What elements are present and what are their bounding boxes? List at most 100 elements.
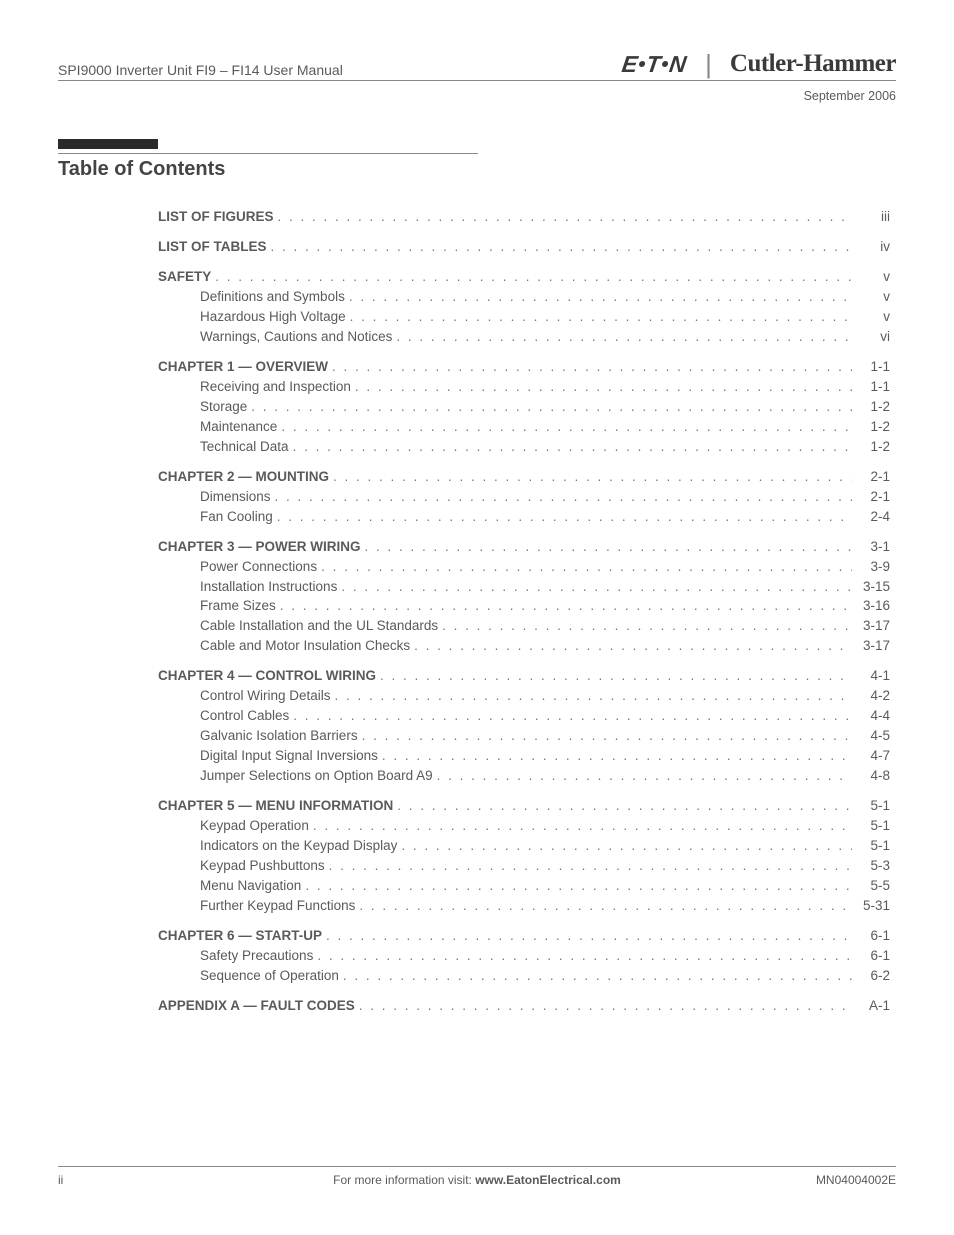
manual-title: SPI9000 Inverter Unit FI9 – FI14 User Ma… bbox=[58, 62, 343, 78]
toc-entry-page: 5-5 bbox=[856, 876, 890, 896]
toc-leader-dots bbox=[442, 616, 852, 636]
toc-entry-page: 5-31 bbox=[856, 896, 890, 916]
toc-entry-main: CHAPTER 2 — MOUNTING2-1 bbox=[158, 467, 890, 487]
toc-entry-page: v bbox=[856, 267, 890, 287]
toc-entry-page: 1-2 bbox=[856, 397, 890, 417]
toc-entry-label: Hazardous High Voltage bbox=[200, 307, 346, 327]
toc-entry-page: 3-1 bbox=[856, 537, 890, 557]
toc-entry-main: LIST OF FIGURESiii bbox=[158, 207, 890, 227]
toc-entry-page: 6-1 bbox=[856, 926, 890, 946]
toc-entry-page: 3-17 bbox=[856, 636, 890, 656]
toc-entry-label: Jumper Selections on Option Board A9 bbox=[200, 766, 433, 786]
toc-entry-label: Safety Precautions bbox=[200, 946, 313, 966]
toc-entry-label: APPENDIX A — FAULT CODES bbox=[158, 996, 355, 1016]
document-number: MN04004002E bbox=[816, 1173, 896, 1187]
toc-group: CHAPTER 1 — OVERVIEW 1-1 Receiving and Ins… bbox=[158, 357, 890, 457]
toc-entry-label: CHAPTER 2 — MOUNTING bbox=[158, 467, 329, 487]
toc-entry-sub: Cable Installation and the UL Standards3… bbox=[158, 616, 890, 636]
toc-leader-dots bbox=[332, 357, 852, 377]
toc-entry-label: CHAPTER 1 — OVERVIEW bbox=[158, 357, 328, 377]
eaton-logo-seg: N bbox=[668, 51, 689, 77]
toc-leader-dots bbox=[380, 666, 852, 686]
toc-leader-dots bbox=[396, 327, 852, 347]
toc-entry-page: 4-7 bbox=[856, 746, 890, 766]
toc-leader-dots bbox=[280, 596, 852, 616]
toc-entry-main: SAFETYv bbox=[158, 267, 890, 287]
toc-leader-dots bbox=[317, 946, 852, 966]
toc-entry-label: CHAPTER 5 — MENU INFORMATION bbox=[158, 796, 393, 816]
toc-group: LIST OF TABLES iv bbox=[158, 237, 890, 257]
toc-entry-page: 2-4 bbox=[856, 507, 890, 527]
toc-entry-sub: Definitions and Symbolsv bbox=[158, 287, 890, 307]
toc-entry-page: 1-2 bbox=[856, 417, 890, 437]
toc-leader-dots bbox=[349, 287, 852, 307]
toc-leader-dots bbox=[359, 896, 852, 916]
toc-leader-dots bbox=[271, 237, 853, 257]
toc-entry-page: 4-1 bbox=[856, 666, 890, 686]
toc-entry-page: iii bbox=[856, 207, 890, 227]
toc-entry-sub: Maintenance 1-2 bbox=[158, 417, 890, 437]
toc-leader-dots bbox=[321, 557, 852, 577]
toc-entry-sub: Storage 1-2 bbox=[158, 397, 890, 417]
table-of-contents: LIST OF FIGURESiii LIST OF TABLES iv SAFETY… bbox=[58, 207, 896, 1016]
toc-leader-dots bbox=[293, 706, 852, 726]
toc-entry-label: Fan Cooling bbox=[200, 507, 273, 527]
toc-entry-sub: Power Connections3-9 bbox=[158, 557, 890, 577]
toc-entry-page: 1-1 bbox=[856, 357, 890, 377]
toc-entry-sub: Dimensions2-1 bbox=[158, 487, 890, 507]
toc-entry-label: Keypad Pushbuttons bbox=[200, 856, 325, 876]
toc-entry-label: Cable and Motor Insulation Checks bbox=[200, 636, 410, 656]
toc-entry-label: Further Keypad Functions bbox=[200, 896, 355, 916]
toc-group: CHAPTER 6 — START-UP6-1Safety Precaution… bbox=[158, 926, 890, 986]
toc-entry-page: 5-3 bbox=[856, 856, 890, 876]
toc-entry-page: 3-15 bbox=[856, 577, 890, 597]
toc-entry-sub: Fan Cooling 2-4 bbox=[158, 507, 890, 527]
toc-leader-dots bbox=[313, 816, 852, 836]
toc-entry-page: iv bbox=[856, 237, 890, 257]
toc-leader-dots bbox=[305, 876, 852, 896]
toc-entry-page: A-1 bbox=[856, 996, 890, 1016]
toc-entry-sub: Warnings, Cautions and Noticesvi bbox=[158, 327, 890, 347]
toc-leader-dots bbox=[350, 307, 852, 327]
toc-leader-dots bbox=[355, 377, 852, 397]
toc-entry-sub: Galvanic Isolation Barriers4-5 bbox=[158, 726, 890, 746]
toc-leader-dots bbox=[437, 766, 852, 786]
toc-entry-main: CHAPTER 1 — OVERVIEW 1-1 bbox=[158, 357, 890, 377]
toc-entry-label: Sequence of Operation bbox=[200, 966, 339, 986]
toc-entry-sub: Jumper Selections on Option Board A94-8 bbox=[158, 766, 890, 786]
toc-entry-sub: Cable and Motor Insulation Checks 3-17 bbox=[158, 636, 890, 656]
toc-entry-label: Frame Sizes bbox=[200, 596, 276, 616]
eaton-logo-seg: E bbox=[620, 51, 640, 77]
page-footer: ii For more information visit: www.Eaton… bbox=[58, 1166, 896, 1187]
footer-info-url: www.EatonElectrical.com bbox=[475, 1173, 621, 1187]
footer-info: For more information visit: www.EatonEle… bbox=[333, 1173, 621, 1187]
toc-entry-label: Storage bbox=[200, 397, 247, 417]
page-header: SPI9000 Inverter Unit FI9 – FI14 User Ma… bbox=[58, 50, 896, 81]
toc-entry-label: Keypad Operation bbox=[200, 816, 309, 836]
toc-entry-page: 3-17 bbox=[856, 616, 890, 636]
toc-leader-dots bbox=[251, 397, 852, 417]
toc-entry-sub: Control Cables4-4 bbox=[158, 706, 890, 726]
toc-leader-dots bbox=[414, 636, 852, 656]
toc-entry-label: LIST OF TABLES bbox=[158, 237, 267, 257]
toc-leader-dots bbox=[382, 746, 852, 766]
cutler-hammer-logo: Cutler-Hammer bbox=[730, 50, 896, 78]
toc-entry-label: Maintenance bbox=[200, 417, 277, 437]
toc-entry-page: 5-1 bbox=[856, 816, 890, 836]
toc-entry-label: Digital Input Signal Inversions bbox=[200, 746, 378, 766]
toc-entry-label: Dimensions bbox=[200, 487, 271, 507]
footer-info-text: For more information visit: bbox=[333, 1173, 475, 1187]
toc-entry-sub: Installation Instructions 3-15 bbox=[158, 577, 890, 597]
toc-entry-page: 6-1 bbox=[856, 946, 890, 966]
toc-entry-page: 4-2 bbox=[856, 686, 890, 706]
toc-group: CHAPTER 4 — CONTROL WIRING4-1Control Wir… bbox=[158, 666, 890, 786]
toc-entry-label: Installation Instructions bbox=[200, 577, 337, 597]
toc-entry-label: Technical Data bbox=[200, 437, 289, 457]
toc-entry-main: APPENDIX A — FAULT CODES A-1 bbox=[158, 996, 890, 1016]
toc-heading: Table of Contents bbox=[58, 153, 478, 181]
toc-entry-label: Receiving and Inspection bbox=[200, 377, 351, 397]
title-accent-bar bbox=[58, 139, 158, 149]
toc-entry-label: Definitions and Symbols bbox=[200, 287, 345, 307]
toc-leader-dots bbox=[215, 267, 852, 287]
toc-entry-label: CHAPTER 3 — POWER WIRING bbox=[158, 537, 361, 557]
